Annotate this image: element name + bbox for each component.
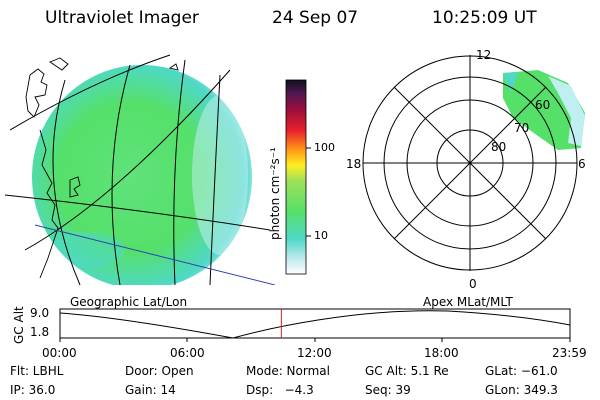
timeline-xtick-3: 18:00: [424, 346, 459, 360]
coastline: [69, 176, 81, 198]
coastline: [25, 68, 48, 118]
lat-label-80: 80: [491, 140, 507, 154]
timeline-ylabel: GC Alt: [12, 306, 26, 344]
filter-label: Flt: LBHL: [10, 364, 64, 378]
time-label: 10:25:09 UT: [432, 8, 537, 28]
timeline-xtick-2: 12:00: [297, 346, 332, 360]
orbit-timeline: [59, 308, 571, 342]
gain-label: Gain: 14: [125, 383, 176, 397]
timeline-xtick-1: 06:00: [170, 346, 205, 360]
lat-label-70: 70: [514, 121, 530, 135]
grid-line: [9, 54, 171, 131]
timeline-ytick-low: 1.8: [30, 325, 50, 339]
grid-line: [5, 194, 271, 231]
mlt-label-12: 12: [476, 48, 492, 62]
uv-disk: [32, 65, 252, 285]
colorbar-tick-10: 10: [314, 229, 328, 242]
timeline-ytick-high: 9.0: [30, 306, 50, 320]
lat-label-60: 60: [535, 98, 551, 112]
colorbar: [285, 79, 311, 275]
ip-label: IP: 36.0: [10, 383, 56, 397]
coastline: [39, 129, 59, 279]
apex-label: Apex MLat/MLT: [423, 295, 513, 309]
mlt-label-0: 0: [469, 277, 477, 291]
grid-line: [111, 64, 131, 285]
coastline: [168, 63, 179, 71]
grid-line: [52, 79, 81, 285]
timeline-frame: [59, 308, 571, 339]
coastline: [49, 57, 69, 71]
colorbar-tick-100: 100: [314, 141, 335, 154]
altitude-curve: [59, 310, 571, 339]
timeline-xtick-4: 23:59: [552, 346, 587, 360]
geographic-label: Geographic Lat/Lon: [70, 295, 188, 309]
mlt-label-18: 18: [346, 157, 362, 171]
grid-line: [173, 59, 186, 285]
terminator-line: [34, 224, 275, 285]
gc-alt-label: GC Alt: 5.1 Re: [365, 364, 449, 378]
glon-label: GLon: 349.3: [485, 383, 558, 397]
grid-line: [209, 74, 221, 285]
mlt-line-diag: [393, 86, 547, 240]
glat-label: GLat: −61.0: [485, 364, 558, 378]
grid-line: [24, 69, 231, 251]
seq-label: Seq: 39: [365, 383, 411, 397]
colorbar-unit-label: photon cm⁻²s⁻¹: [268, 147, 282, 240]
geographic-image: [5, 54, 275, 285]
polar-plot: [362, 55, 585, 271]
mlt-label-6: 6: [578, 157, 586, 171]
instrument-title: Ultraviolet Imager: [45, 8, 199, 28]
door-label: Door: Open: [125, 364, 194, 378]
timeline-xtick-0: 00:00: [42, 346, 77, 360]
dsp-label: Dsp: −4.3: [246, 383, 314, 397]
colorbar-scale: [285, 79, 307, 275]
mode-label: Mode: Normal: [246, 364, 330, 378]
date-label: 24 Sep 07: [272, 8, 359, 28]
